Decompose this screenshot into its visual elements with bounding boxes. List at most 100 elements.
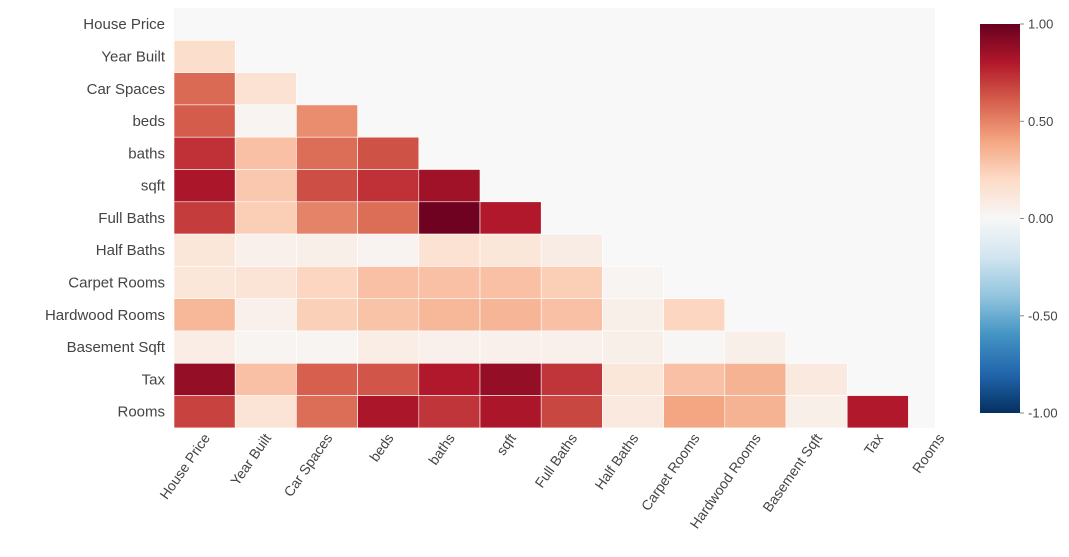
cell-basement-sqft-beds bbox=[357, 330, 420, 364]
cell-rooms-house-price bbox=[173, 395, 236, 429]
colorbar bbox=[980, 24, 1020, 413]
cell-carpet-rooms-half-baths bbox=[602, 266, 664, 299]
cell-car-spaces-year-built bbox=[234, 72, 297, 106]
x-label-full-baths: Full Baths bbox=[531, 430, 580, 490]
x-label-beds: beds bbox=[366, 430, 397, 464]
cell-sqft-baths bbox=[418, 169, 481, 203]
cell-hardwood-rooms-beds bbox=[357, 298, 420, 332]
cell-beds-house-price bbox=[173, 104, 236, 138]
colorbar-tick-label: 0.00 bbox=[1028, 211, 1053, 226]
cell-rooms-sqft bbox=[479, 395, 542, 429]
cell-carpet-rooms-house-price bbox=[173, 266, 236, 299]
colorbar-tick-label: 1.00 bbox=[1028, 17, 1053, 32]
colorbar-tick-label: 0.50 bbox=[1028, 114, 1053, 129]
y-label-sqft: sqft bbox=[141, 178, 166, 195]
y-label-basement-sqft: Basement Sqft bbox=[67, 339, 166, 356]
cell-rooms-tax bbox=[846, 395, 909, 429]
cell-hardwood-rooms-full-baths bbox=[540, 298, 603, 332]
heatmap-cells bbox=[173, 39, 909, 429]
cell-full-baths-car-spaces bbox=[296, 201, 358, 235]
cell-beds-car-spaces bbox=[296, 104, 358, 138]
cell-basement-sqft-hardwood-rooms bbox=[724, 330, 787, 364]
cell-hardwood-rooms-baths bbox=[418, 298, 481, 332]
y-axis-labels: House Price Year Built Car Spaces beds baths… bbox=[45, 16, 166, 421]
cell-carpet-rooms-full-baths bbox=[540, 266, 603, 299]
cell-baths-house-price bbox=[173, 136, 236, 170]
cell-half-baths-car-spaces bbox=[296, 233, 358, 267]
cell-rooms-baths bbox=[418, 395, 481, 429]
cell-basement-sqft-carpet-rooms bbox=[663, 330, 726, 364]
cell-hardwood-rooms-year-built bbox=[234, 298, 297, 332]
cell-rooms-year-built bbox=[234, 395, 297, 429]
cell-rooms-hardwood-rooms bbox=[724, 395, 787, 429]
cell-hardwood-rooms-carpet-rooms bbox=[663, 298, 726, 332]
cell-baths-year-built bbox=[234, 136, 297, 170]
cell-full-baths-year-built bbox=[234, 201, 297, 235]
y-label-rooms: Rooms bbox=[117, 404, 165, 421]
cell-tax-half-baths bbox=[602, 362, 664, 396]
cell-full-baths-house-price bbox=[173, 201, 236, 235]
cell-half-baths-full-baths bbox=[540, 233, 603, 267]
cell-tax-full-baths bbox=[540, 362, 603, 396]
cell-sqft-beds bbox=[357, 169, 420, 203]
cell-tax-sqft bbox=[479, 362, 542, 396]
cell-rooms-half-baths bbox=[602, 395, 664, 429]
cell-tax-year-built bbox=[234, 362, 297, 396]
y-label-year-built: Year Built bbox=[101, 48, 165, 65]
x-label-basement-sqft: Basement Sqft bbox=[759, 430, 825, 514]
y-label-baths: baths bbox=[128, 145, 165, 162]
x-label-year-built: Year Built bbox=[227, 430, 274, 488]
cell-hardwood-rooms-sqft bbox=[479, 298, 542, 332]
cell-hardwood-rooms-half-baths bbox=[602, 298, 664, 332]
cell-rooms-beds bbox=[357, 395, 420, 429]
y-label-half-baths: Half Baths bbox=[96, 242, 165, 259]
cell-basement-sqft-full-baths bbox=[540, 330, 603, 364]
cell-basement-sqft-car-spaces bbox=[296, 330, 358, 364]
cell-tax-hardwood-rooms bbox=[724, 362, 787, 396]
cell-tax-beds bbox=[357, 362, 420, 396]
x-label-rooms: Rooms bbox=[909, 430, 948, 476]
cell-carpet-rooms-car-spaces bbox=[296, 266, 358, 299]
y-label-hardwood-rooms: Hardwood Rooms bbox=[45, 307, 165, 324]
cell-half-baths-beds bbox=[357, 233, 420, 267]
cell-rooms-carpet-rooms bbox=[663, 395, 726, 429]
cell-basement-sqft-house-price bbox=[173, 330, 236, 364]
x-label-half-baths: Half Baths bbox=[591, 430, 641, 492]
colorbar-tick-label: -1.00 bbox=[1028, 406, 1058, 421]
cell-full-baths-baths bbox=[418, 201, 481, 235]
cell-sqft-year-built bbox=[234, 169, 297, 203]
y-label-beds: beds bbox=[132, 113, 165, 130]
cell-beds-year-built bbox=[234, 104, 297, 138]
cell-tax-carpet-rooms bbox=[663, 362, 726, 396]
cell-carpet-rooms-baths bbox=[418, 266, 481, 299]
cell-carpet-rooms-sqft bbox=[479, 266, 542, 299]
colorbar-ticks: 1.00 0.50 0.00 -0.50 -1.00 bbox=[1020, 17, 1058, 421]
cell-basement-sqft-sqft bbox=[479, 330, 542, 364]
cell-carpet-rooms-beds bbox=[357, 266, 420, 299]
x-label-carpet-rooms: Carpet Rooms bbox=[638, 430, 703, 513]
y-label-car-spaces: Car Spaces bbox=[87, 81, 165, 98]
cell-hardwood-rooms-car-spaces bbox=[296, 298, 358, 332]
y-label-tax: Tax bbox=[142, 371, 166, 388]
cell-tax-car-spaces bbox=[296, 362, 358, 396]
y-label-full-baths: Full Baths bbox=[98, 210, 165, 227]
x-label-tax: Tax bbox=[861, 430, 887, 457]
cell-tax-house-price bbox=[173, 362, 236, 396]
cell-full-baths-sqft bbox=[479, 201, 542, 235]
cell-half-baths-baths bbox=[418, 233, 481, 267]
cell-rooms-full-baths bbox=[540, 395, 603, 429]
cell-half-baths-house-price bbox=[173, 233, 236, 267]
cell-carpet-rooms-year-built bbox=[234, 266, 297, 299]
cell-half-baths-sqft bbox=[479, 233, 542, 267]
cell-basement-sqft-year-built bbox=[234, 330, 297, 364]
colorbar-tick-label: -0.50 bbox=[1028, 308, 1058, 323]
cell-basement-sqft-half-baths bbox=[602, 330, 664, 364]
y-label-house-price: House Price bbox=[83, 16, 165, 33]
cell-full-baths-beds bbox=[357, 201, 420, 235]
cell-year-built-house-price bbox=[173, 39, 236, 73]
y-label-carpet-rooms: Carpet Rooms bbox=[68, 275, 165, 292]
cell-hardwood-rooms-house-price bbox=[173, 298, 236, 332]
cell-rooms-basement-sqft bbox=[785, 395, 848, 429]
cell-basement-sqft-baths bbox=[418, 330, 481, 364]
